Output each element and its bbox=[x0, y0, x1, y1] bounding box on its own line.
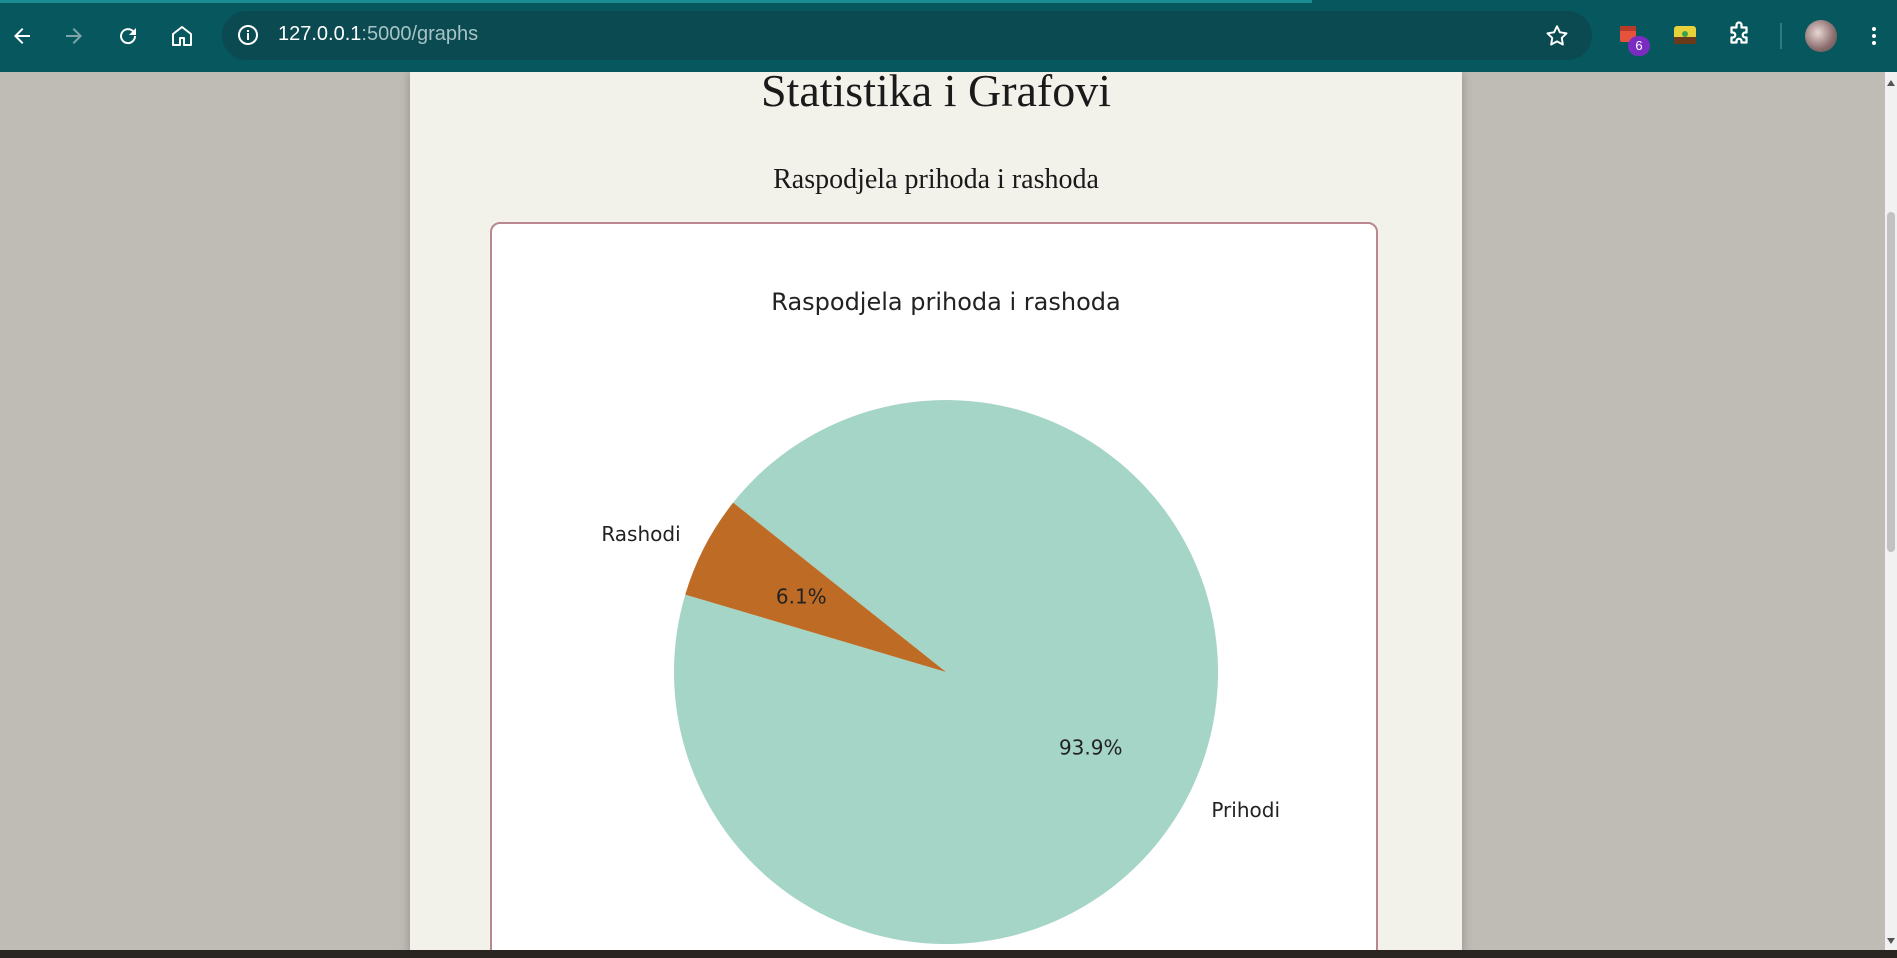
page-title: Statistika i Grafovi bbox=[760, 72, 1112, 116]
extension-plant-button[interactable] bbox=[1670, 20, 1700, 50]
pie-category-label: Rashodi bbox=[601, 522, 680, 546]
url-text[interactable]: 127.0.0.1:5000/graphs bbox=[278, 23, 478, 46]
content-panel: Statistika i Grafovi Raspodjela prihoda … bbox=[410, 72, 1462, 950]
home-button[interactable] bbox=[164, 18, 200, 54]
chart-card: Raspodjela prihoda i rashoda 93.9% Prihod… bbox=[490, 222, 1378, 950]
reload-icon bbox=[120, 28, 137, 45]
reload-button[interactable] bbox=[110, 18, 146, 54]
back-arrow-icon bbox=[14, 28, 30, 44]
address-bar[interactable]: 127.0.0.1:5000/graphs bbox=[222, 11, 1592, 60]
browser-menu-button[interactable] bbox=[1856, 18, 1892, 54]
pie-value-label: 93.9% bbox=[1059, 735, 1123, 759]
page-viewport: Statistika i Grafovi Raspodjela prihoda … bbox=[0, 72, 1885, 950]
pie-slice-prihodi bbox=[673, 399, 1218, 944]
pie-chart: Raspodjela prihoda i rashoda 93.9% Prihod… bbox=[601, 288, 1280, 944]
profile-avatar[interactable] bbox=[1805, 20, 1837, 52]
home-icon bbox=[172, 26, 192, 46]
page-load-progress bbox=[0, 0, 1312, 3]
url-path: :5000/graphs bbox=[361, 23, 479, 45]
url-host: 127.0.0.1 bbox=[278, 23, 362, 45]
scroll-up-arrow[interactable] bbox=[1887, 80, 1895, 86]
scroll-down-arrow[interactable] bbox=[1887, 938, 1895, 944]
extension-badge-count: 6 bbox=[1628, 36, 1650, 56]
pie-slice-rashodi bbox=[685, 502, 946, 672]
back-button[interactable] bbox=[4, 18, 40, 54]
scrollbar-thumb[interactable] bbox=[1887, 212, 1895, 552]
toolbar-separator bbox=[1780, 23, 1782, 49]
page-scrollbar[interactable] bbox=[1885, 72, 1897, 950]
section-title: Raspodjela prihoda i rashoda bbox=[773, 164, 1099, 195]
bookmark-star-icon[interactable] bbox=[1544, 23, 1570, 49]
extensions-button[interactable] bbox=[1724, 20, 1754, 50]
pie-value-label: 6.1% bbox=[776, 585, 827, 609]
forward-button[interactable] bbox=[56, 18, 92, 54]
menu-kebab-icon bbox=[1872, 27, 1876, 45]
chart-title: Raspodjela prihoda i rashoda bbox=[771, 288, 1120, 316]
plant-extension-icon bbox=[1674, 26, 1696, 44]
forward-arrow-icon bbox=[66, 28, 82, 44]
extensions-puzzle-icon bbox=[1730, 21, 1748, 44]
site-info-icon[interactable] bbox=[236, 23, 260, 47]
taskbar-edge bbox=[0, 950, 1897, 958]
browser-toolbar: 127.0.0.1:5000/graphs 6 bbox=[0, 0, 1897, 72]
pie-category-label: Prihodi bbox=[1211, 798, 1280, 822]
